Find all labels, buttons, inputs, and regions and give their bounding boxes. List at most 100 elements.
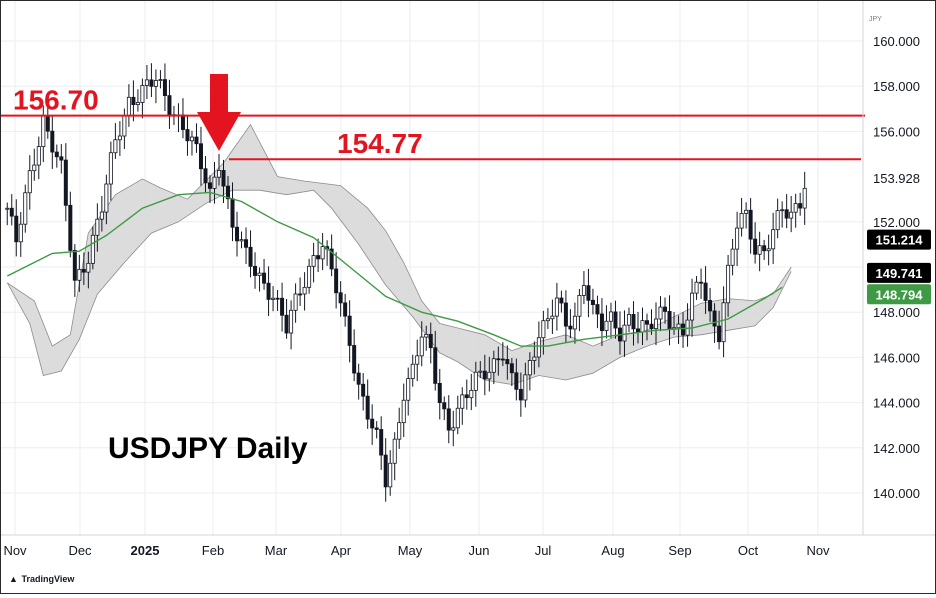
x-tick-label: Feb [202, 543, 224, 558]
candle-body [189, 136, 194, 142]
candles [5, 63, 807, 502]
candle [717, 310, 722, 350]
candle [802, 171, 807, 225]
candle [343, 294, 348, 327]
candle [505, 345, 510, 380]
candle [108, 141, 113, 201]
candle-body [523, 374, 528, 401]
tradingview-icon: ▲ [9, 574, 18, 584]
candle-body [455, 407, 460, 429]
candle-body [244, 239, 249, 248]
candle-body [514, 372, 519, 390]
candle-body [27, 170, 32, 194]
candle-body [194, 136, 199, 145]
price-tag: 151.214 [867, 229, 931, 250]
candle-body [766, 248, 771, 252]
candle [487, 356, 492, 392]
candle [455, 395, 460, 435]
candle [72, 244, 77, 297]
candle-body [226, 185, 231, 200]
candle-body [397, 422, 402, 440]
candle-body [595, 304, 600, 315]
candle-body [789, 211, 794, 219]
candle [581, 271, 586, 305]
candle [626, 307, 631, 333]
candle [352, 329, 357, 382]
candle-body [329, 248, 334, 270]
candle [473, 361, 478, 407]
candle [320, 233, 325, 271]
candle [676, 315, 681, 345]
candle [645, 313, 650, 341]
candle [433, 330, 438, 391]
candle [59, 144, 64, 174]
candle-body [559, 297, 564, 304]
candle-body [410, 363, 415, 379]
candle [681, 312, 686, 348]
candle [694, 276, 699, 300]
candle [514, 358, 519, 401]
candle [316, 238, 321, 273]
candle [410, 354, 415, 387]
tradingview-logo[interactable]: ▲ TradingView [9, 574, 74, 584]
candle [203, 156, 208, 193]
candle [608, 302, 613, 339]
candle [90, 226, 95, 270]
candle [185, 115, 190, 156]
candle [496, 346, 501, 376]
y-tick-label: 144.000 [873, 396, 920, 411]
candle [77, 254, 82, 292]
candle [451, 410, 456, 447]
candle [595, 295, 600, 329]
candle [216, 153, 221, 186]
candle-body [99, 211, 104, 220]
candle [248, 230, 253, 278]
candle-body [216, 170, 221, 178]
candle-body [730, 248, 735, 266]
candle-body [563, 302, 568, 327]
candle [460, 387, 465, 425]
candle-body [338, 292, 343, 304]
time-axis[interactable]: Nov Dec 2025 Feb Mar Apr May Jun Jul Aug Sep Oct Nov [3, 543, 830, 558]
candle-body [460, 394, 465, 409]
candle [95, 203, 100, 252]
candle [54, 144, 59, 168]
candle [631, 301, 636, 346]
candle-body [239, 239, 244, 242]
candle [158, 70, 163, 89]
candle [766, 234, 771, 266]
candle-body [63, 159, 68, 206]
candle [244, 227, 249, 265]
candle [753, 222, 758, 264]
tradingview-label: TradingView [21, 574, 75, 584]
price-tags: 151.214 149.741 148.794 [867, 229, 931, 305]
candle [730, 238, 735, 276]
candle [798, 192, 803, 216]
candle-body [289, 309, 294, 334]
level-label-154-77: 154.77 [337, 128, 423, 159]
candle [726, 254, 731, 317]
candle-body [298, 293, 303, 296]
candle [392, 432, 397, 481]
price-tag-bg [867, 229, 931, 250]
candle [162, 63, 167, 112]
candle-body [117, 135, 122, 141]
candle [586, 268, 591, 318]
candle-body [496, 358, 501, 361]
candle [144, 64, 149, 100]
candle [793, 193, 798, 228]
candle [527, 352, 532, 391]
candle-body [374, 427, 379, 430]
candle [442, 396, 447, 421]
y-tick-label: 146.000 [873, 350, 920, 365]
level-label-156-70: 156.70 [13, 85, 99, 116]
candle-body [554, 297, 559, 317]
candle [518, 372, 523, 417]
candle [212, 161, 217, 204]
candle-body [491, 358, 496, 373]
candle [361, 373, 366, 411]
candle [370, 404, 375, 445]
